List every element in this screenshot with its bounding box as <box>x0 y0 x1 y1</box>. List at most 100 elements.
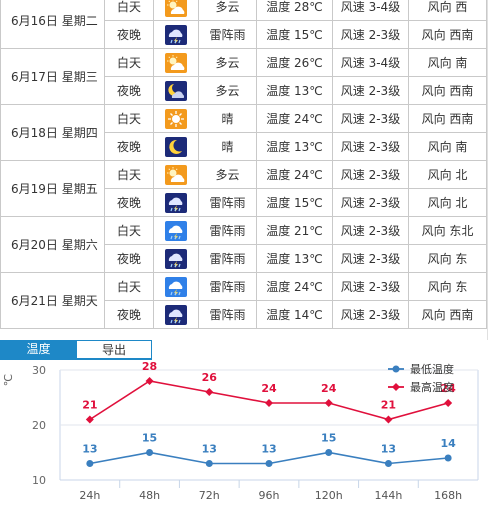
period-label: 夜晚 <box>104 76 154 105</box>
weather-icon-cell <box>153 216 199 245</box>
condition-text: 雷阵雨 <box>198 188 257 217</box>
low-temp-point <box>86 460 94 467</box>
period-label: 夜晚 <box>104 300 154 329</box>
wind-speed-text: 风速 3-4级 <box>332 48 409 77</box>
x-tick-label: 120h <box>315 489 343 502</box>
day-date: 6月19日 星期五 <box>0 160 105 217</box>
table-row: 夜晚 雷阵雨 温度 15℃ 风速 2-3级 风向 北 <box>1 188 487 217</box>
high-temp-point <box>265 399 273 407</box>
data-label: 28 <box>142 360 157 373</box>
x-tick-label: 96h <box>259 489 280 502</box>
temperature-text: 温度 26℃ <box>256 48 333 77</box>
condition-text: 雷阵雨 <box>198 300 257 329</box>
temperature-text: 温度 13℃ <box>256 132 333 161</box>
x-tick-label: 48h <box>139 489 160 502</box>
tab-export[interactable]: 导出 <box>77 340 152 359</box>
low-temp-point <box>444 454 452 462</box>
legend-marker-low <box>392 365 400 373</box>
wind-speed-text: 风速 2-3级 <box>332 300 409 329</box>
condition-text: 雷阵雨 <box>198 272 257 301</box>
data-label: 26 <box>202 371 218 384</box>
data-label: 13 <box>261 443 276 456</box>
high-temp-point <box>384 415 393 424</box>
period-label: 白天 <box>104 272 154 301</box>
high-temp-point <box>324 399 333 407</box>
low-temp-point <box>205 460 213 467</box>
y-tick-label: 20 <box>32 419 46 432</box>
data-label: 24 <box>261 382 277 395</box>
day-date: 6月20日 星期六 <box>0 216 105 273</box>
wind-direction-text: 风向 西南 <box>408 76 487 105</box>
temperature-text: 温度 15℃ <box>256 188 333 217</box>
wind-speed-text: 风速 2-3级 <box>332 76 409 105</box>
weather-icon-cell <box>153 188 199 217</box>
data-label: 24 <box>321 382 337 395</box>
wind-direction-text: 风向 东 <box>408 244 487 273</box>
wind-direction-text: 风向 北 <box>408 188 487 217</box>
chart-tabs: 温度 导出 <box>0 340 152 359</box>
condition-text: 雷阵雨 <box>198 216 257 245</box>
temperature-text: 温度 13℃ <box>256 244 333 273</box>
table-row: 6月17日 星期三 白天 多云 温度 26℃ 风速 3-4级 风向 南 <box>0 48 487 105</box>
x-tick-label: 24h <box>79 489 100 502</box>
weather-icon-cell <box>153 132 199 161</box>
temperature-text: 温度 24℃ <box>256 160 333 189</box>
wind-direction-text: 风向 西南 <box>408 104 487 133</box>
thunderstorm-night-icon <box>165 304 187 325</box>
thunderstorm-night-icon <box>165 24 187 45</box>
period-label: 夜晚 <box>104 188 154 217</box>
condition-text: 多云 <box>198 48 257 77</box>
weather-icon-cell <box>153 160 199 189</box>
condition-text: 多云 <box>198 76 257 105</box>
period-label: 白天 <box>104 216 154 245</box>
partly-cloudy-icon <box>165 164 187 185</box>
temperature-text: 温度 28℃ <box>256 0 333 21</box>
wind-speed-text: 风速 2-3级 <box>332 104 409 133</box>
tab-underline <box>0 358 152 360</box>
weather-icon-cell <box>153 76 199 105</box>
day-date: 6月18日 星期四 <box>0 104 105 161</box>
y-tick-label: 30 <box>32 364 46 377</box>
high-temp-point <box>444 399 453 407</box>
condition-text: 雷阵雨 <box>198 244 257 273</box>
weather-icon-cell <box>153 300 199 329</box>
data-label: 14 <box>440 437 456 450</box>
temperature-chart: 10 20 30 ℃ 24h 48h 72h 96h 120h 144h 168h 13 15 13 13 1… <box>2 360 479 502</box>
sunny-icon <box>165 108 187 129</box>
condition-text: 雷阵雨 <box>198 20 257 49</box>
wind-direction-text: 风向 东北 <box>408 216 487 245</box>
table-row: 夜晚 雷阵雨 温度 14℃ 风速 2-3级 风向 西南 <box>1 300 487 329</box>
wind-speed-text: 风速 2-3级 <box>332 272 409 301</box>
weather-icon-cell <box>153 20 199 49</box>
thunderstorm-night-icon <box>165 248 187 269</box>
y-tick-label: 10 <box>32 474 46 487</box>
period-label: 白天 <box>104 160 154 189</box>
table-row: 6月19日 星期五 白天 多云 温度 24℃ 风速 2-3级 风向 北 <box>0 160 487 217</box>
low-temp-point <box>384 460 392 467</box>
period-label: 白天 <box>104 0 154 21</box>
scroll-edge <box>487 0 491 340</box>
temperature-text: 温度 15℃ <box>256 20 333 49</box>
weather-icon-cell <box>153 272 199 301</box>
x-tick-label: 168h <box>434 489 462 502</box>
high-temp-point <box>205 388 214 396</box>
wind-speed-text: 风速 2-3级 <box>332 132 409 161</box>
high-temp-point <box>85 415 94 424</box>
tab-temperature[interactable]: 温度 <box>0 340 77 359</box>
wind-speed-text: 风速 2-3级 <box>332 188 409 217</box>
clear-night-icon <box>165 136 187 157</box>
wind-speed-text: 风速 3-4级 <box>332 0 409 21</box>
table-row: 6月18日 星期四 白天晴温度 24℃ 风速 2-3级 风向 西南 <box>0 104 487 161</box>
period-label: 夜晚 <box>104 20 154 49</box>
data-label: 13 <box>82 443 97 456</box>
data-label: 21 <box>381 399 396 412</box>
thunderstorm-night-icon <box>165 192 187 213</box>
high-temp-point <box>145 377 154 385</box>
day-date: 6月16日 星期二 <box>0 0 105 49</box>
day-date: 6月21日 星期天 <box>0 272 105 329</box>
data-label: 13 <box>381 443 396 456</box>
data-label: 15 <box>321 432 336 445</box>
temperature-text: 温度 21℃ <box>256 216 333 245</box>
data-label: 15 <box>142 432 157 445</box>
temperature-text: 温度 24℃ <box>256 104 333 133</box>
